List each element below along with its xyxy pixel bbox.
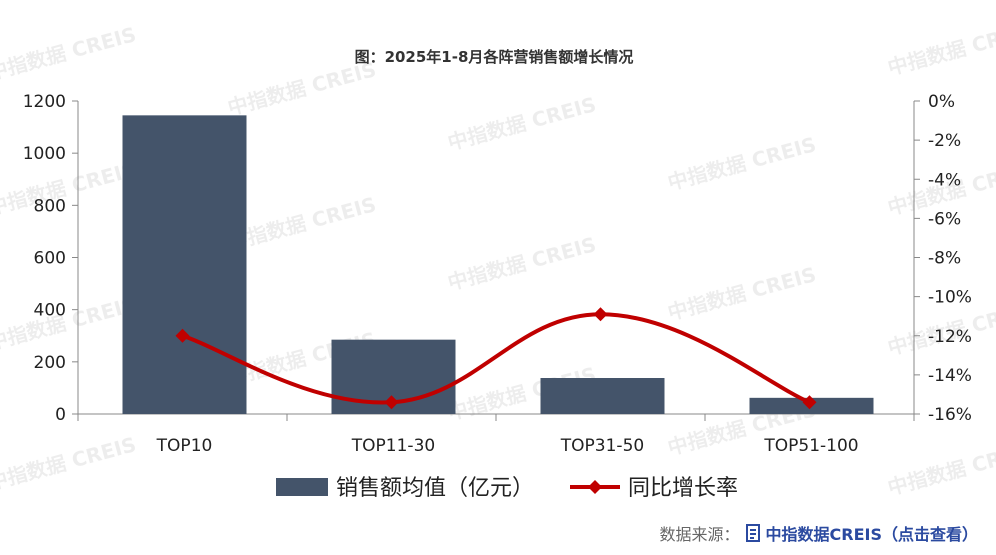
left-tick-label: 600 xyxy=(34,249,66,269)
watermark-text: 中指数据 CREIS xyxy=(225,192,379,255)
line-point xyxy=(802,395,817,410)
legend-label-bar: 销售额均值（亿元） xyxy=(336,476,534,501)
line-point xyxy=(175,328,190,343)
watermark-text: 中指数据 CREIS xyxy=(0,432,139,495)
watermark-text: 中指数据 CREIS xyxy=(0,292,139,355)
left-tick-label: 400 xyxy=(34,301,66,321)
chart-title: 图：2025年1-8月各阵营销售额增长情况 xyxy=(355,48,634,66)
source-label: 数据来源： xyxy=(659,525,740,544)
bar xyxy=(122,115,247,415)
right-tick-label: -12% xyxy=(928,327,972,347)
legend-swatch-bar xyxy=(276,478,328,496)
watermark-text: 中指数据 CREIS xyxy=(445,92,599,155)
legend-label-line: 同比增长率 xyxy=(628,476,738,501)
bar xyxy=(540,378,665,414)
left-tick-label: 0 xyxy=(55,405,66,425)
x-tick-label: TOP31-50 xyxy=(560,436,644,456)
watermark-text: 中指数据 CREIS xyxy=(665,132,819,195)
left-tick-label: 800 xyxy=(34,196,66,216)
right-tick-label: -16% xyxy=(928,405,972,425)
watermark-text: 中指数据 CREIS xyxy=(445,232,599,295)
right-tick-label: -6% xyxy=(928,209,961,229)
legend-marker-line xyxy=(588,480,602,494)
line-series xyxy=(175,307,817,410)
right-tick-label: -14% xyxy=(928,366,972,386)
right-tick-label: -4% xyxy=(928,170,961,190)
legend: 销售额均值（亿元） 同比增长率 xyxy=(276,476,738,501)
watermark-text: 中指数据 CREIS xyxy=(0,22,139,85)
right-tick-label: -8% xyxy=(928,249,961,269)
watermark-text: 中指数据 CREIS xyxy=(665,262,819,325)
x-tick-label: TOP10 xyxy=(156,436,213,456)
left-tick-label: 1000 xyxy=(23,144,66,164)
watermark-text: 中指数据 CREIS xyxy=(885,17,996,80)
right-tick-label: -10% xyxy=(928,288,972,308)
watermark-text: 中指数据 CREIS xyxy=(225,57,379,120)
growth-line xyxy=(181,312,811,405)
watermark-text: 中指数据 CREIS xyxy=(885,437,996,500)
x-tick-label: TOP11-30 xyxy=(351,436,435,456)
source-row: 数据来源： 中指数据CREIS（点击查看） xyxy=(659,521,978,545)
source-link[interactable]: 中指数据CREIS（点击查看） xyxy=(745,521,978,545)
axes: 0 200 400 600 800 1000 1200 0% -2% -4% -6% -8% -10% -… xyxy=(23,92,972,456)
source-link-text: 中指数据CREIS（点击查看） xyxy=(765,525,978,544)
x-tick-label: TOP51-100 xyxy=(763,436,858,456)
line-point xyxy=(593,307,608,322)
document-icon xyxy=(745,524,760,542)
right-tick-label: 0% xyxy=(928,92,955,112)
left-tick-label: 200 xyxy=(34,353,66,373)
line-point xyxy=(384,395,399,410)
right-tick-label: -2% xyxy=(928,131,961,151)
watermark-text: 中指数据 CREIS xyxy=(0,157,139,220)
left-tick-label: 1200 xyxy=(23,92,66,112)
